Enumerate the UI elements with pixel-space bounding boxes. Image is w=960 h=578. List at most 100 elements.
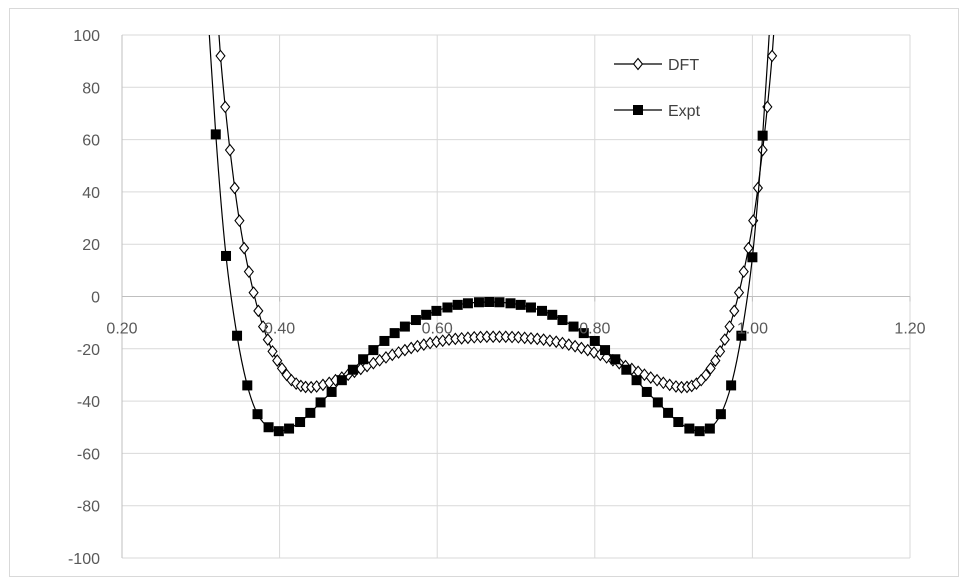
tick-labels: 100 80 60 40 20 0 -20 -40 -60 -80 -100 0.20 0.40 0.60… [68,28,926,568]
expt-point [652,397,663,408]
series-expt [208,35,770,437]
y-tick-label: 80 [82,80,100,97]
y-tick-label: 100 [73,28,100,45]
dft-point [757,143,768,157]
expt-point [368,345,379,356]
x-tick-label: 0.20 [106,321,137,338]
dft-point [257,320,269,333]
chart-area [9,8,959,577]
expt-point [210,129,221,140]
expt-point [494,297,505,308]
expt-point [315,397,326,408]
dft-point [276,362,288,375]
expt-point [525,302,536,313]
expt-point [757,130,768,141]
expt-point [547,309,558,320]
expt-point [431,305,442,316]
dft-point [532,332,543,346]
dft-point [538,333,549,347]
dft-point [551,335,562,349]
expt-point [505,298,516,309]
legend-label: DFT [668,57,699,74]
expt-point [747,252,758,263]
expt-point [715,409,726,420]
dft-point [272,354,283,367]
dft-point [234,214,245,228]
expt-point [684,423,695,434]
dft-point [719,333,730,347]
expt-point [663,407,674,418]
x-tick-label: 0.60 [422,321,453,338]
legend: DFT Expt [614,57,701,120]
y-tick-label: -60 [77,446,100,463]
expt-point [473,297,484,308]
x-tick-label: 1.00 [737,321,768,338]
series-dft [215,35,778,394]
dft-point [248,286,259,299]
legend-item-expt: Expt [614,103,701,120]
y-tick-label: 0 [91,290,100,307]
dft-point [253,304,264,318]
expt-point [336,375,347,386]
dft-point [714,345,726,358]
dft-point [729,304,740,318]
expt-point [462,298,473,309]
dft-point [724,320,735,333]
expt-point [452,299,463,310]
dft-point [224,143,236,157]
x-tick-label: 0.80 [579,321,610,338]
legend-marker [632,57,644,71]
expt-point [232,330,243,341]
y-tick-label: -100 [68,551,100,568]
dft-point [215,49,226,63]
expt-point [726,380,737,391]
dft-point [262,333,273,347]
dft-point [705,362,716,375]
expt-point [347,364,358,375]
x-tick-label: 1.20 [894,321,925,338]
legend-marker [633,105,643,115]
expt-point [694,426,705,437]
expt-point [389,328,400,339]
legend-item-dft: DFT [614,57,699,74]
y-tick-label: 60 [82,133,100,150]
expt-point [736,330,747,341]
expt-point [221,250,232,261]
dft-point [220,100,231,114]
expt-point [515,299,526,310]
expt-point [358,354,369,365]
expt-point [631,375,642,386]
expt-point [305,407,316,418]
dft-point [544,334,555,348]
expt-point [673,417,684,428]
expt-point [484,296,495,307]
expt-point [537,305,548,316]
expt-point [610,354,621,365]
legend-label: Expt [668,103,701,120]
expt-point [589,335,600,346]
expt-point [263,422,274,433]
expt-point [295,417,306,428]
axes [121,35,911,558]
y-tick-label: 20 [82,237,100,254]
expt-point [641,386,652,397]
expt-point [557,315,568,326]
expt-point [421,309,432,320]
expt-point [410,315,421,326]
dft-point [733,286,745,299]
plot-series [208,35,778,437]
dft-point [239,241,250,255]
dft-point [243,265,254,279]
expt-point [379,335,390,346]
x-tick-label: 0.40 [264,321,295,338]
y-tick-label: -40 [77,394,100,411]
dft-point [700,368,712,382]
expt-point [704,423,715,434]
expt-point [273,426,284,437]
dft-point [525,331,537,345]
dft-point [766,49,778,63]
expt-point [621,364,632,375]
dft-point [513,330,524,344]
expt-point [600,345,611,356]
